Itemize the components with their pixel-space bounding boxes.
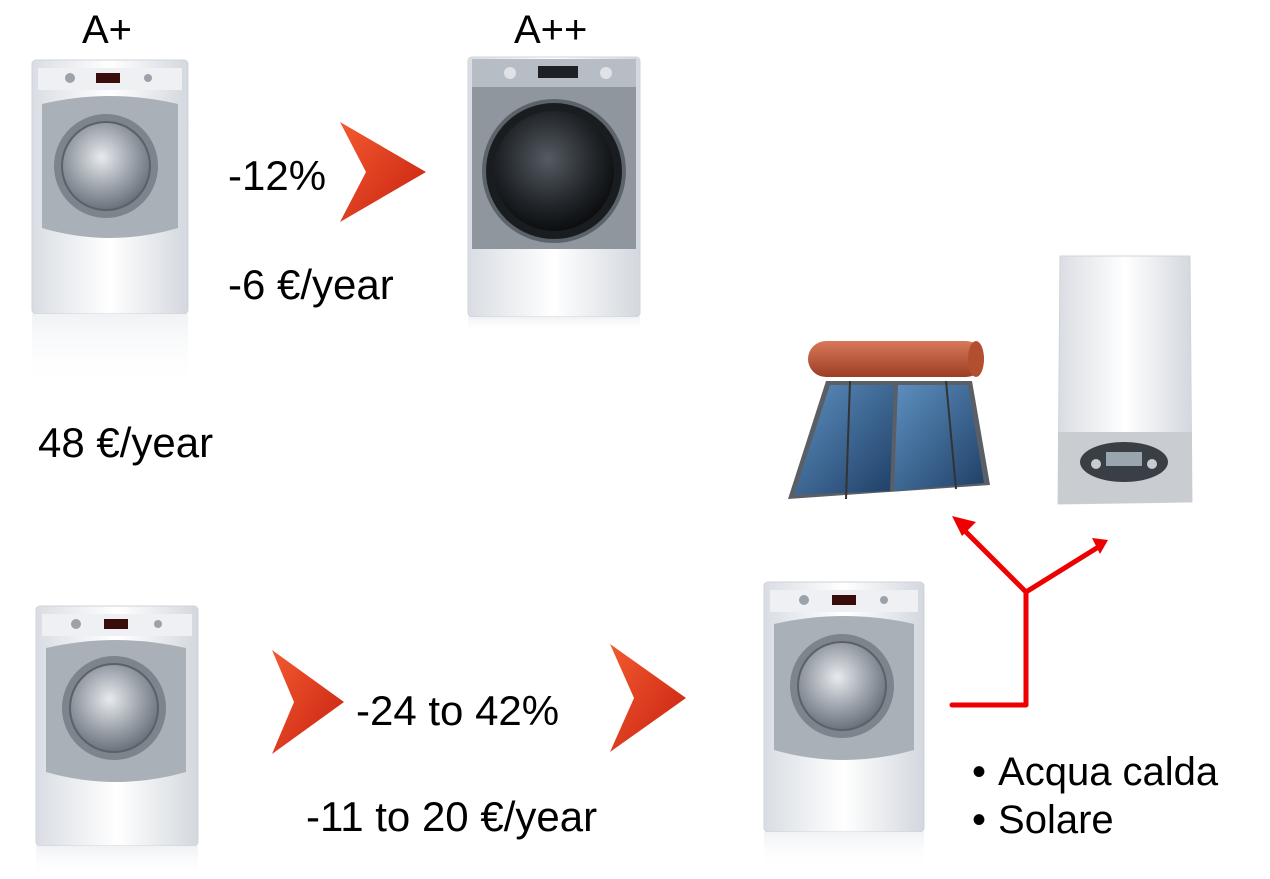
baseline-cost: 48 €/year	[38, 419, 214, 466]
bullet-item: Solare	[972, 796, 1218, 844]
washing-machine-icon	[467, 56, 641, 333]
feature-bullet-list: Acqua calda Solare	[972, 748, 1218, 844]
washing-machine-icon	[35, 605, 199, 879]
washing-machine-icon	[31, 59, 189, 388]
saving-euro-bottom: -11 to 20 €/year	[306, 793, 598, 840]
saving-percent-bottom: -24 to 42%	[356, 687, 560, 734]
chevron-right-icon	[340, 122, 426, 222]
bullet-item: Acqua calda	[972, 748, 1218, 796]
saving-percent-top: -12%	[228, 152, 327, 199]
solar-water-heater-icon	[788, 341, 990, 500]
label-a-plus: A+	[82, 8, 133, 52]
wall-boiler-icon	[1057, 255, 1193, 505]
chevron-right-icon	[272, 650, 344, 754]
washing-machine-icon	[763, 581, 925, 870]
saving-euro-top: -6 €/year	[228, 261, 394, 308]
label-a-plus-plus: A++	[514, 8, 588, 52]
connector-arrows-icon	[949, 516, 1108, 708]
chevron-right-icon	[610, 644, 686, 752]
